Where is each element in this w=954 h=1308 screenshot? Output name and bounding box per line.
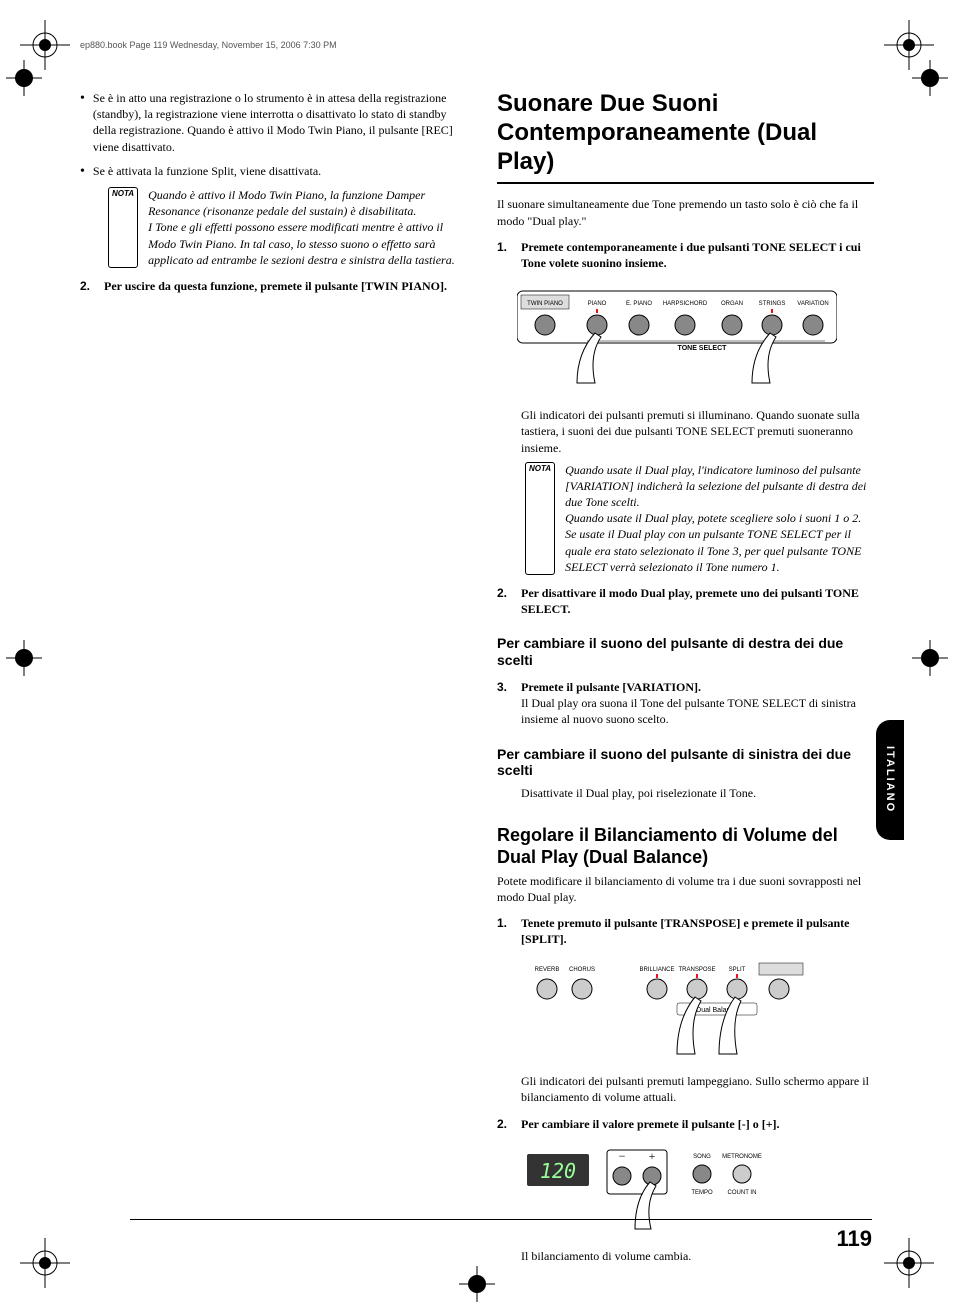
after-diagram-text: Gli indicatori dei pulsanti premuti si i… bbox=[521, 407, 874, 456]
sub-heading: Per cambiare il suono del pulsante di de… bbox=[497, 635, 874, 669]
svg-text:TONE SELECT: TONE SELECT bbox=[678, 345, 728, 352]
bullet-item: • Se è in atto una registrazione o lo st… bbox=[80, 90, 457, 155]
svg-text:HARPSICHORD: HARPSICHORD bbox=[663, 301, 708, 307]
left-column: • Se è in atto una registrazione o lo st… bbox=[80, 90, 457, 1270]
step-number: 2. bbox=[497, 1116, 511, 1132]
step-number: 1. bbox=[497, 239, 511, 271]
diagram-label: TWIN PIANO bbox=[527, 301, 563, 307]
content-columns: • Se è in atto una registrazione o lo st… bbox=[80, 90, 874, 1270]
svg-text:E. PIANO: E. PIANO bbox=[626, 301, 652, 307]
step-text: Per uscire da questa funzione, premete i… bbox=[104, 278, 447, 294]
body-text: Disattivate il Dual play, poi riselezion… bbox=[521, 785, 874, 801]
balance-intro: Potete modificare il bilanciamento di vo… bbox=[497, 873, 874, 905]
language-tab-label: ITALIANO bbox=[884, 746, 896, 813]
crop-mark-icon bbox=[884, 1238, 934, 1288]
nota-text: Quando è attivo il Modo Twin Piano, la f… bbox=[148, 187, 457, 268]
step-item: 1. Premete contemporaneamente i due puls… bbox=[497, 239, 874, 271]
dual-balance-diagram: REVERB CHORUS BRILLIANCE TRANSPOSE SPLIT… bbox=[517, 959, 874, 1063]
header-file-info: ep880.book Page 119 Wednesday, November … bbox=[80, 40, 337, 50]
step-number: 3. bbox=[497, 679, 511, 728]
step-text: Tenete premuto il pulsante [TRANSPOSE] e… bbox=[521, 915, 874, 947]
step-item: 2. Per disattivare il modo Dual play, pr… bbox=[497, 585, 874, 617]
svg-text:−: − bbox=[619, 1149, 626, 1163]
bullet-text: Se è in atto una registrazione o lo stru… bbox=[93, 90, 457, 155]
sub-section-title: Regolare il Bilanciamento di Volume del … bbox=[497, 825, 874, 868]
crop-mark-icon bbox=[20, 1238, 70, 1288]
step-rest: Il Dual play ora suona il Tone del pulsa… bbox=[521, 696, 856, 726]
step-item: 2. Per cambiare il valore premete il pul… bbox=[497, 1116, 874, 1132]
nota-block: NOTA Quando è attivo il Modo Twin Piano,… bbox=[108, 187, 457, 268]
language-tab: ITALIANO bbox=[876, 720, 904, 840]
bullet-icon: • bbox=[80, 165, 85, 179]
svg-text:ORGAN: ORGAN bbox=[721, 301, 743, 307]
tone-select-diagram: TWIN PIANO PIANO E. PIANO HARPSICHORD OR… bbox=[517, 283, 874, 397]
step-item: 3. Premete il pulsante [VARIATION]. Il D… bbox=[497, 679, 874, 728]
registration-icon bbox=[912, 60, 948, 96]
nota-label: NOTA bbox=[108, 187, 138, 268]
footer-rule bbox=[130, 1219, 872, 1220]
svg-text:METRONOME: METRONOME bbox=[722, 1154, 762, 1160]
page-root: ep880.book Page 119 Wednesday, November … bbox=[0, 0, 954, 1308]
step-bold: Premete il pulsante [VARIATION]. bbox=[521, 680, 701, 694]
svg-text:COUNT IN: COUNT IN bbox=[728, 1190, 757, 1196]
svg-text:CHORUS: CHORUS bbox=[569, 967, 595, 973]
intro-text: Il suonare simultaneamente due Tone prem… bbox=[497, 196, 874, 228]
registration-icon bbox=[912, 640, 948, 676]
nota-block: NOTA Quando usate il Dual play, l'indica… bbox=[525, 462, 874, 575]
svg-text:SPLIT: SPLIT bbox=[729, 967, 746, 973]
svg-text:TEMPO: TEMPO bbox=[691, 1190, 713, 1196]
svg-text:PIANO: PIANO bbox=[588, 301, 607, 307]
svg-text:REVERB: REVERB bbox=[535, 967, 560, 973]
svg-text:+: + bbox=[649, 1149, 656, 1163]
step-text: Per disattivare il modo Dual play, preme… bbox=[521, 585, 874, 617]
sub-heading: Per cambiare il suono del pulsante di si… bbox=[497, 746, 874, 780]
step-text: Per cambiare il valore premete il pulsan… bbox=[521, 1116, 780, 1132]
svg-text:BRILLIANCE: BRILLIANCE bbox=[639, 967, 674, 973]
section-rule bbox=[497, 182, 874, 184]
bullet-text: Se è attivata la funzione Split, viene d… bbox=[93, 163, 321, 179]
section-title: Suonare Due Suoni Contemporaneamente (Du… bbox=[497, 90, 874, 176]
step-text: Premete il pulsante [VARIATION]. Il Dual… bbox=[521, 679, 874, 728]
svg-text:120: 120 bbox=[540, 1159, 576, 1183]
bullet-item: • Se è attivata la funzione Split, viene… bbox=[80, 163, 457, 179]
step-number: 1. bbox=[497, 915, 511, 947]
page-number: 119 bbox=[837, 1226, 873, 1252]
right-column: Suonare Due Suoni Contemporaneamente (Du… bbox=[497, 90, 874, 1270]
after-diagram-text: Gli indicatori dei pulsanti premuti lamp… bbox=[521, 1073, 874, 1105]
step-number: 2. bbox=[497, 585, 511, 617]
step-text: Premete contemporaneamente i due pulsant… bbox=[521, 239, 874, 271]
after-diagram-text: Il bilanciamento di volume cambia. bbox=[521, 1248, 874, 1264]
registration-icon bbox=[6, 640, 42, 676]
svg-text:TRANSPOSE: TRANSPOSE bbox=[678, 967, 715, 973]
svg-text:STRINGS: STRINGS bbox=[759, 301, 786, 307]
value-adjust-diagram: 120 − + SONG METRONOME TEMPO COUNT IN bbox=[517, 1144, 874, 1238]
registration-icon bbox=[459, 1266, 495, 1302]
svg-text:VARIATION: VARIATION bbox=[797, 301, 828, 307]
step-number: 2. bbox=[80, 278, 94, 294]
step-item: 1. Tenete premuto il pulsante [TRANSPOSE… bbox=[497, 915, 874, 947]
registration-icon bbox=[6, 60, 42, 96]
step-item: 2. Per uscire da questa funzione, premet… bbox=[80, 278, 457, 294]
nota-label: NOTA bbox=[525, 462, 555, 575]
bullet-icon: • bbox=[80, 92, 85, 155]
nota-text: Quando usate il Dual play, l'indicatore … bbox=[565, 462, 874, 575]
svg-text:SONG: SONG bbox=[693, 1154, 711, 1160]
